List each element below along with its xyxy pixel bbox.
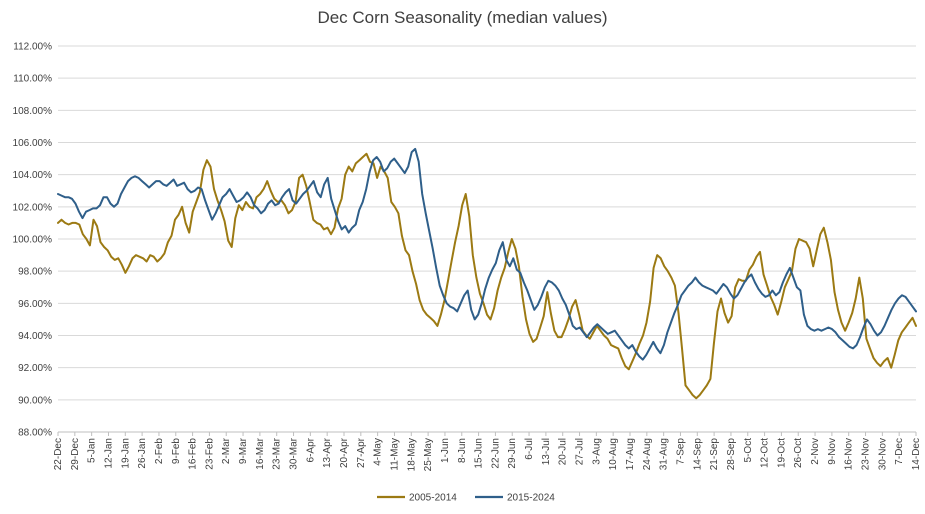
x-tick-label: 27-Jul <box>575 438 586 465</box>
x-tick-label: 16-Nov <box>844 438 855 470</box>
x-tick-label: 9-Nov <box>827 438 838 465</box>
x-tick-label: 22-Dec <box>53 438 64 470</box>
y-tick-label: 94.00% <box>18 331 52 342</box>
x-tick-label: 21-Sep <box>709 438 720 471</box>
x-tick-label: 23-Nov <box>861 438 872 470</box>
x-tick-label: 10-Aug <box>608 438 619 470</box>
x-tick-label: 29-Dec <box>70 438 81 470</box>
x-tick-label: 7-Dec <box>894 438 905 465</box>
y-tick-label: 100.00% <box>13 235 53 246</box>
x-tick-label: 16-Feb <box>188 438 199 470</box>
legend-label-2: 2015-2024 <box>507 493 555 504</box>
x-tick-label: 20-Apr <box>339 437 350 468</box>
x-tick-label: 19-Jan <box>120 438 131 469</box>
x-tick-label: 12-Jan <box>103 438 114 469</box>
x-tick-label: 15-Jun <box>474 438 485 469</box>
x-tick-label: 14-Sep <box>692 438 703 471</box>
x-tick-label: 30-Nov <box>877 438 888 470</box>
x-tick-label: 26-Jan <box>137 438 148 469</box>
x-tick-label: 11-May <box>389 438 400 471</box>
x-tick-label: 23-Feb <box>204 438 215 470</box>
x-tick-label: 25-May <box>423 438 434 471</box>
x-tick-label: 31-Aug <box>659 438 670 470</box>
x-tick-label: 5-Jan <box>87 438 98 463</box>
x-tick-label: 18-May <box>406 438 417 471</box>
series-line-1 <box>57 152 917 400</box>
x-tick-label: 7-Sep <box>675 438 686 465</box>
x-tick-label: 12-Oct <box>760 438 771 468</box>
x-tick-label: 16-Mar <box>255 437 266 469</box>
legend-label-1: 2005-2014 <box>409 493 457 504</box>
y-tick-label: 98.00% <box>18 267 52 278</box>
x-tick-label: 9-Mar <box>238 437 249 464</box>
y-tick-label: 88.00% <box>18 428 52 439</box>
x-tick-label: 30-Mar <box>289 437 300 469</box>
x-tick-label: 13-Jul <box>541 438 552 465</box>
x-tick-label: 14-Dec <box>911 438 922 470</box>
y-tick-label: 102.00% <box>13 202 53 213</box>
y-tick-label: 108.00% <box>13 106 53 117</box>
x-tick-label: 9-Feb <box>171 438 182 465</box>
y-tick-label: 96.00% <box>18 299 52 310</box>
y-tick-label: 110.00% <box>13 74 52 85</box>
x-tick-label: 4-May <box>373 438 384 466</box>
x-tick-label: 24-Aug <box>642 438 653 470</box>
x-tick-label: 20-Jul <box>558 438 569 465</box>
y-tick-label: 92.00% <box>18 363 52 374</box>
chart-title: Dec Corn Seasonality (median values) <box>317 8 608 27</box>
series-line-2 <box>57 147 917 361</box>
x-tick-label: 13-Apr <box>322 437 333 468</box>
x-tick-label: 2-Mar <box>221 437 232 464</box>
x-tick-label: 2-Nov <box>810 438 821 465</box>
y-tick-label: 112.00% <box>13 42 52 53</box>
x-tick-label: 28-Sep <box>726 438 737 471</box>
y-tick-label: 104.00% <box>13 170 53 181</box>
x-tick-label: 22-Jun <box>490 438 501 469</box>
y-tick-label: 90.00% <box>18 395 52 406</box>
x-tick-label: 29-Jun <box>507 438 518 469</box>
x-tick-label: 3-Aug <box>591 438 602 465</box>
x-tick-label: 8-Jun <box>457 438 468 463</box>
x-tick-label: 27-Apr <box>356 437 367 468</box>
x-tick-label: 26-Oct <box>793 438 804 468</box>
x-tick-label: 6-Jul <box>524 438 535 460</box>
x-tick-label: 5-Oct <box>743 438 754 463</box>
x-tick-label: 1-Jun <box>440 438 451 463</box>
x-tick-label: 17-Aug <box>625 438 636 470</box>
x-tick-label: 19-Oct <box>776 438 787 468</box>
x-tick-label: 6-Apr <box>305 437 316 462</box>
x-tick-label: 2-Feb <box>154 438 165 465</box>
x-tick-label: 23-Mar <box>272 437 283 469</box>
y-tick-label: 106.00% <box>13 138 53 149</box>
